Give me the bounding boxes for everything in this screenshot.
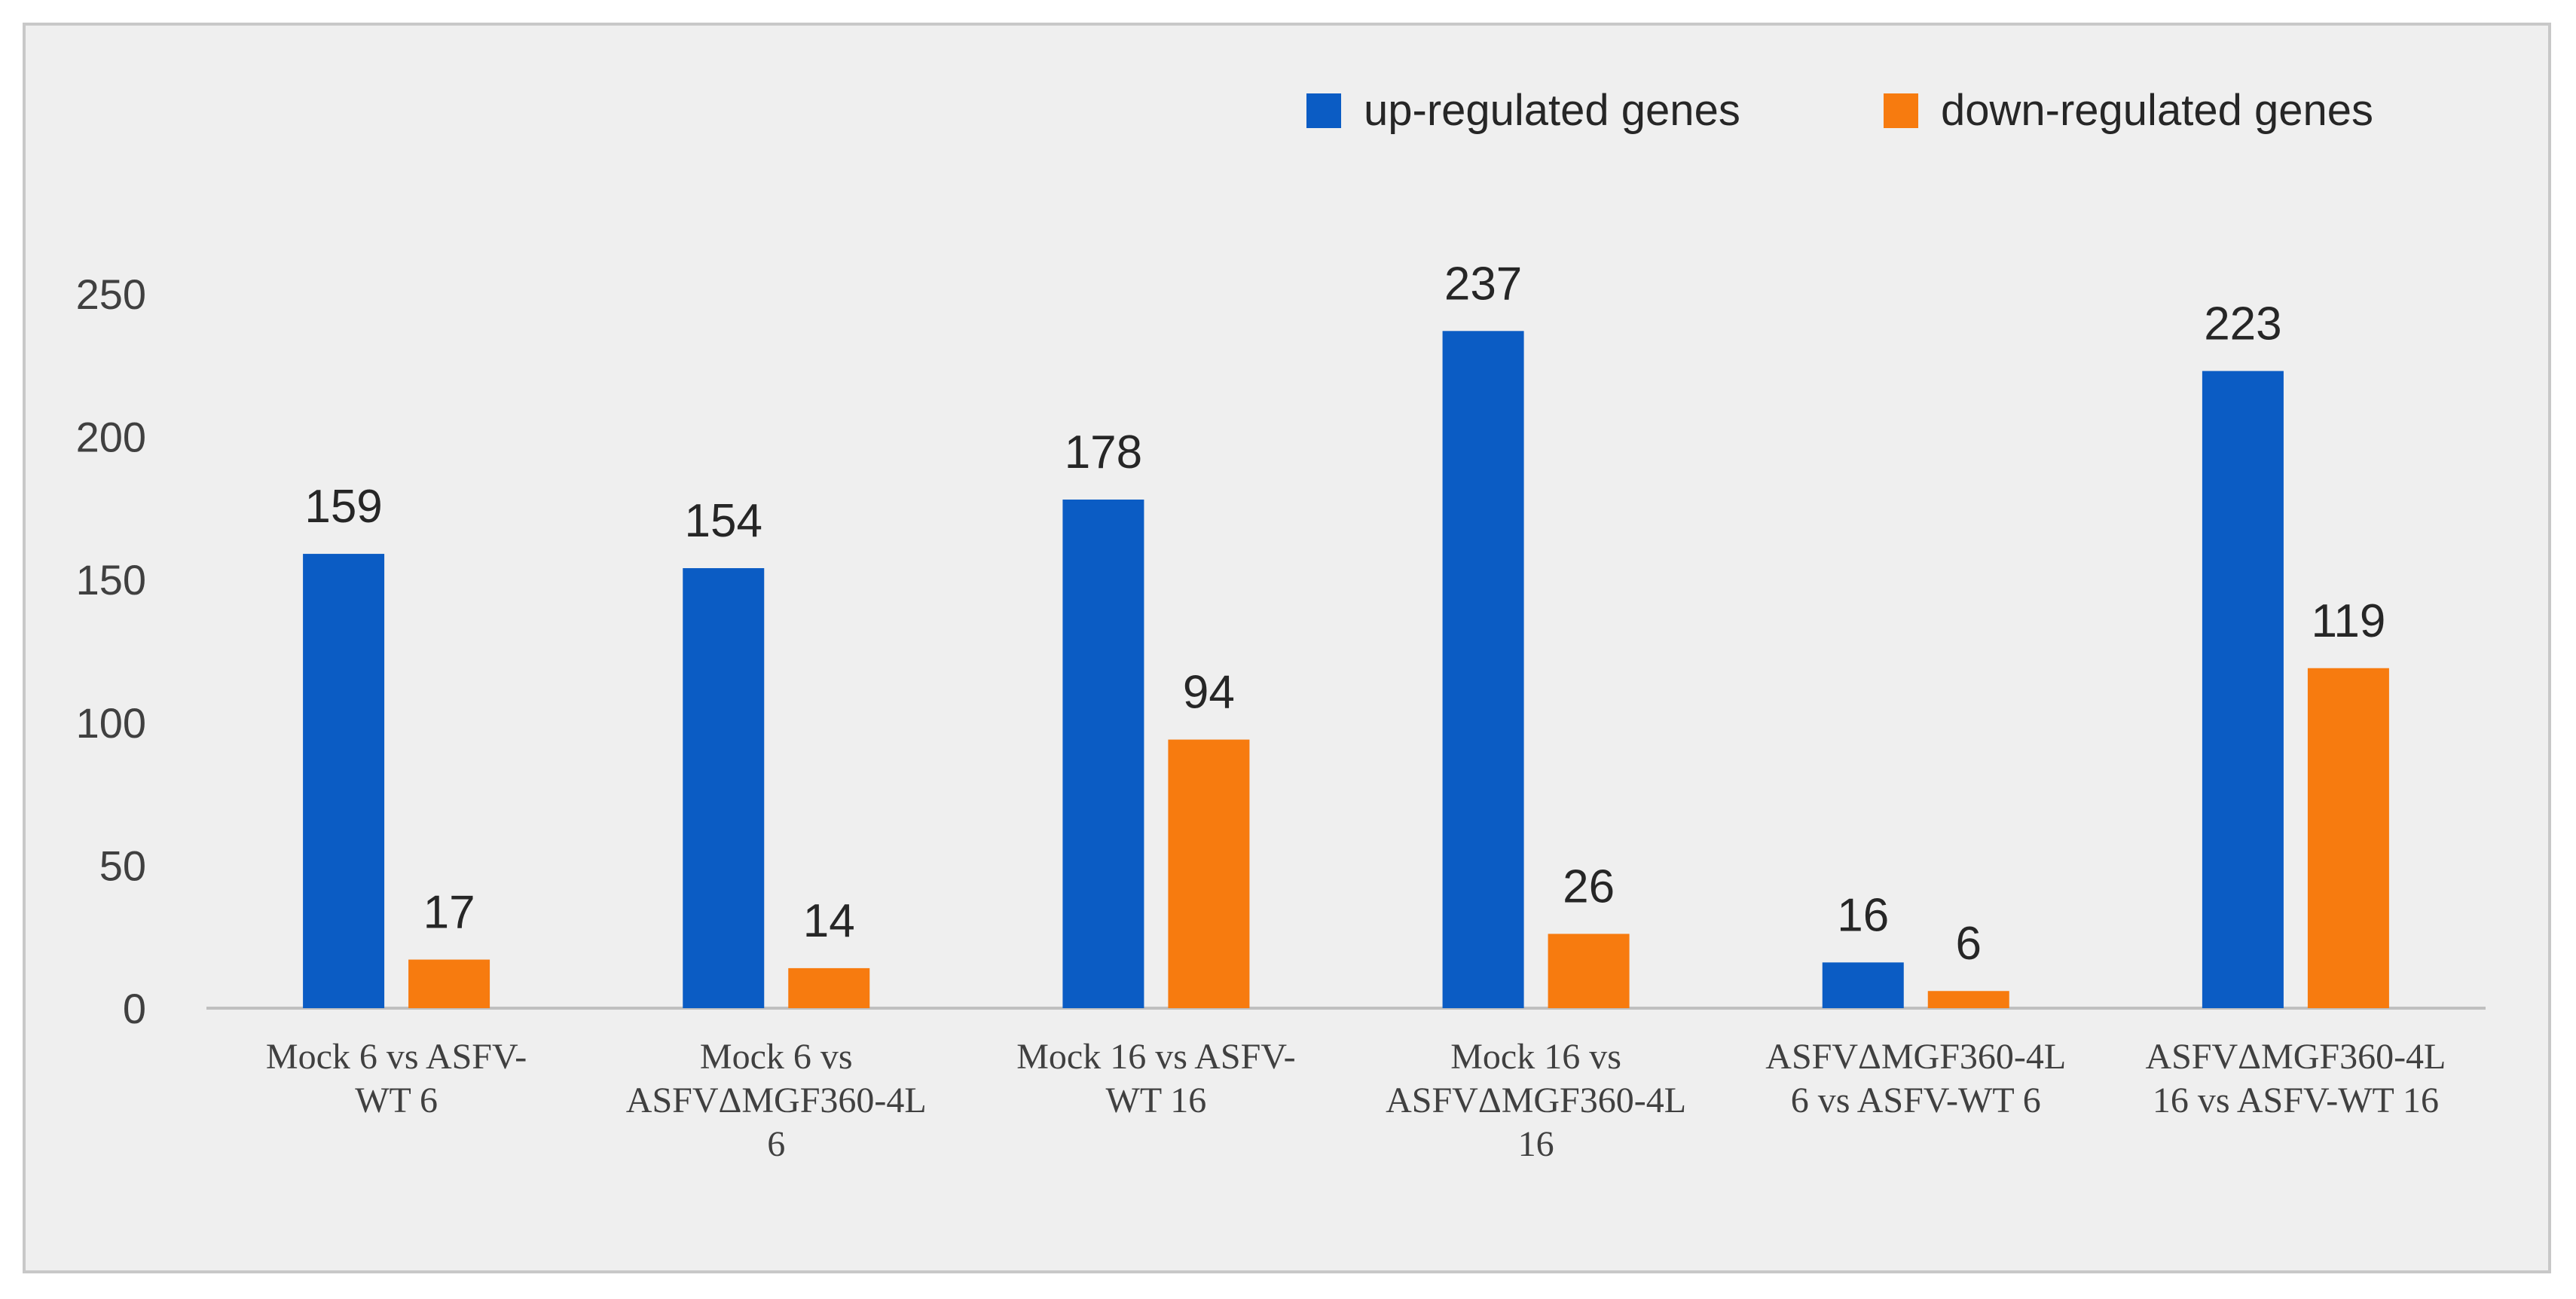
bar-up-regulated (1442, 331, 1524, 1008)
chart-frame: 0 50 100 150 200 250 Mock 6 vs ASFV-WT 6 Mock 6… (23, 23, 2551, 1273)
bar-value-label: 6 (1956, 918, 1982, 970)
legend: up-regulated genes down-regulated genes (1306, 86, 2373, 135)
y-tick-label: 0 (123, 985, 146, 1032)
x-category-label-line: 6 vs ASFV-WT 6 (1791, 1080, 2041, 1120)
y-tick-label: 150 (76, 556, 146, 604)
bar-value-label: 94 (1183, 667, 1235, 719)
y-tick-label: 200 (76, 414, 146, 461)
x-category-label: Mock 16 vs ASFV-WT 16 (1016, 1037, 1295, 1120)
bar-value-label: 178 (1065, 426, 1142, 478)
x-category-label: Mock 6 vs ASFV-WT 6 (266, 1037, 527, 1120)
x-category-label: Mock 6 vs ASFVΔMGF360-4L 6 (626, 1037, 927, 1164)
y-tick-label: 100 (76, 699, 146, 747)
bar-value-label: 159 (304, 481, 382, 533)
x-category-label-line: WT 16 (1106, 1080, 1207, 1120)
bar-value-label: 17 (423, 887, 475, 939)
x-category-label-line: ASFVΔMGF360-4L (2145, 1037, 2446, 1077)
x-category-label-line: ASFVΔMGF360-4L (626, 1080, 927, 1120)
x-category-label-line: 16 (1518, 1124, 1554, 1164)
bar-value-label: 16 (1837, 889, 1889, 941)
bar-up-regulated (683, 568, 765, 1008)
bar-up-regulated (1822, 962, 1904, 1008)
bar-value-label: 237 (1444, 258, 1522, 310)
x-category-label-line: ASFVΔMGF360-4L (1765, 1037, 2066, 1077)
bar-down-regulated (2307, 668, 2389, 1008)
x-category-label-line: Mock 6 vs (700, 1037, 853, 1077)
bar-up-regulated (303, 554, 385, 1008)
x-category-label: ASFVΔMGF360-4L 16 vs ASFV-WT 16 (2145, 1037, 2446, 1120)
bars (303, 331, 2389, 1008)
bar-value-label: 119 (2311, 595, 2385, 647)
x-category-label-line: 16 vs ASFV-WT 16 (2153, 1080, 2439, 1120)
data-labels: 159 17 154 14 178 94 237 26 16 6 223 119 (304, 258, 2385, 970)
bar-value-label: 223 (2204, 298, 2281, 350)
x-category-label-line: WT 6 (355, 1080, 438, 1120)
y-tick-label: 250 (76, 270, 146, 318)
bar-value-label: 26 (1563, 860, 1615, 912)
x-category-label-line: Mock 16 vs ASFV- (1016, 1037, 1295, 1077)
x-category-label: Mock 16 vs ASFVΔMGF360-4L 16 (1386, 1037, 1686, 1164)
bar-down-regulated (1548, 934, 1630, 1008)
bar-value-label: 154 (685, 495, 762, 547)
bar-down-regulated (1168, 739, 1250, 1008)
x-category-label-line: ASFVΔMGF360-4L (1386, 1080, 1686, 1120)
y-tick-label: 50 (99, 842, 146, 889)
bar-up-regulated (2202, 371, 2284, 1008)
bar-down-regulated (1927, 991, 2009, 1008)
bar-down-regulated (408, 959, 490, 1008)
x-category-label-line: Mock 6 vs ASFV- (266, 1037, 527, 1077)
bar-up-regulated (1062, 500, 1144, 1008)
x-category-label: ASFVΔMGF360-4L 6 vs ASFV-WT 6 (1765, 1037, 2066, 1120)
bar-value-label: 14 (803, 895, 855, 947)
x-category-label-line: Mock 16 vs (1450, 1037, 1621, 1077)
bar-down-regulated (788, 967, 870, 1008)
x-category-label-line: 6 (767, 1124, 785, 1164)
legend-swatch (1306, 93, 1341, 128)
legend-label: up-regulated genes (1364, 86, 1740, 135)
legend-swatch (1884, 93, 1918, 128)
legend-label: down-regulated genes (1941, 86, 2373, 135)
